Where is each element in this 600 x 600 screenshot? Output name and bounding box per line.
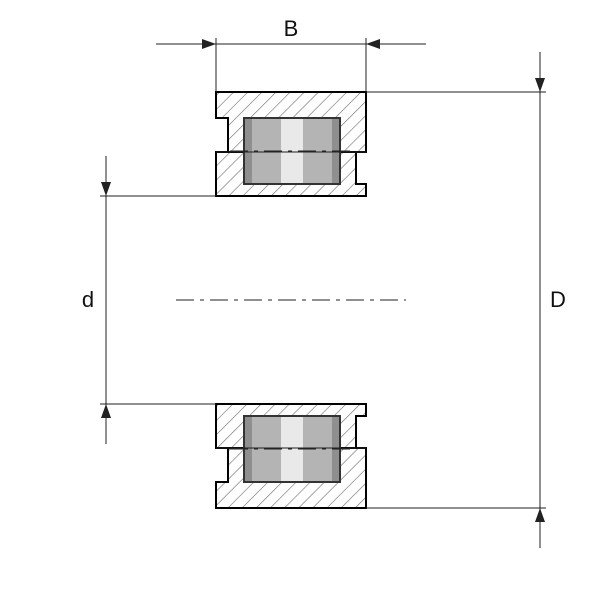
roller-top xyxy=(230,118,354,184)
bearing-section-drawing: B Dd xyxy=(0,0,600,600)
roller-bottom xyxy=(230,416,354,482)
dimension-label-outer-dia: D xyxy=(550,287,566,312)
dimension-label-width: B xyxy=(284,16,299,41)
dimension-label-bore: d xyxy=(82,287,94,312)
